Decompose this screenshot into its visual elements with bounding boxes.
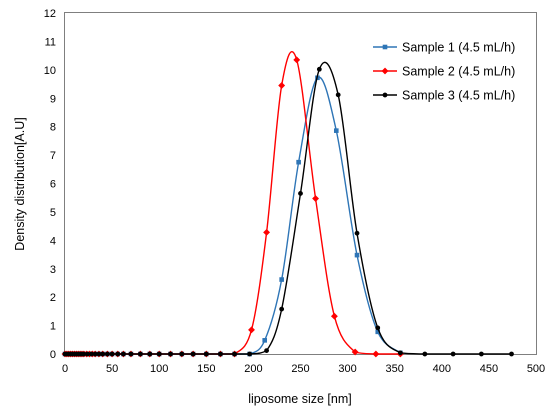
series-3-point bbox=[247, 351, 253, 357]
legend: Sample 1 (4.5 mL/h) Sample 2 (4.5 mL/h) Sa… bbox=[373, 41, 515, 103]
series-3-point bbox=[232, 351, 237, 357]
series-3-point bbox=[190, 351, 196, 357]
y-tick-label: 6 bbox=[50, 179, 56, 191]
series-2-point bbox=[278, 82, 286, 89]
series-3-point bbox=[179, 351, 185, 357]
y-tick-label: 0 bbox=[50, 349, 56, 361]
series-3-point bbox=[104, 351, 110, 357]
series-2-point bbox=[330, 312, 338, 320]
y-tick-label: 12 bbox=[44, 8, 56, 20]
series-1-point bbox=[354, 252, 360, 258]
x-tick-label: 500 bbox=[527, 363, 545, 375]
series-3-point bbox=[375, 325, 381, 331]
legend-item-2: Sample 2 (4.5 mL/h) bbox=[373, 65, 515, 79]
legend-item-3: Sample 3 (4.5 mL/h) bbox=[373, 89, 515, 103]
series-3-point bbox=[168, 351, 173, 357]
series-3-point bbox=[279, 306, 285, 312]
series-3-point bbox=[450, 351, 456, 357]
series-2-point bbox=[263, 228, 271, 236]
series-3-point bbox=[147, 351, 153, 357]
x-tick-label: 350 bbox=[386, 363, 404, 375]
series-3-point bbox=[509, 351, 514, 357]
x-tick-label: 300 bbox=[338, 363, 356, 375]
series-2-point bbox=[372, 350, 380, 358]
x-axis-title: liposome size [nm] bbox=[248, 392, 352, 406]
y-tick-label: 3 bbox=[50, 264, 56, 276]
legend-item-1: Sample 1 (4.5 mL/h) bbox=[373, 41, 515, 55]
series-3-point bbox=[137, 351, 143, 357]
series-3-point bbox=[264, 348, 269, 353]
x-tick-label: 150 bbox=[197, 363, 215, 375]
y-tick-label: 1 bbox=[50, 321, 56, 333]
series-3-point bbox=[156, 351, 162, 357]
y-axis-title: Density distribution[A.U] bbox=[13, 117, 27, 250]
y-tick-label: 5 bbox=[50, 207, 56, 219]
legend-label: Sample 3 (4.5 mL/h) bbox=[402, 89, 515, 103]
series-2-point bbox=[312, 195, 319, 202]
legend-label: Sample 1 (4.5 mL/h) bbox=[402, 41, 515, 55]
x-tick-label: 250 bbox=[291, 363, 309, 375]
series-2-point bbox=[351, 348, 359, 356]
x-tick-label: 0 bbox=[62, 363, 68, 375]
series-1-point bbox=[333, 128, 339, 133]
series-3-point bbox=[397, 350, 403, 356]
series-3-point bbox=[354, 230, 360, 236]
series-3-point bbox=[422, 351, 428, 357]
legend-swatch-marker bbox=[381, 67, 389, 75]
series-1-point bbox=[279, 277, 284, 282]
series-3-point bbox=[100, 351, 106, 357]
x-tick-label: 400 bbox=[433, 363, 451, 375]
series-3-point bbox=[128, 351, 134, 357]
legend-swatch-marker bbox=[382, 92, 388, 98]
series-3-point bbox=[218, 351, 223, 357]
series-3-point bbox=[121, 351, 126, 357]
series-3-point bbox=[478, 351, 484, 357]
series-3-point bbox=[335, 92, 341, 98]
series-2-point bbox=[293, 56, 301, 64]
series-3-point bbox=[316, 66, 322, 72]
series-3-point bbox=[203, 351, 209, 357]
y-tick-label: 2 bbox=[50, 292, 56, 304]
legend-label: Sample 2 (4.5 mL/h) bbox=[402, 65, 515, 79]
x-axis-ticks: 0 50 100 150 200 250 300 350 400 450 500 bbox=[62, 363, 545, 375]
x-tick-label: 50 bbox=[106, 363, 118, 375]
x-tick-label: 450 bbox=[480, 363, 498, 375]
y-tick-label: 10 bbox=[44, 65, 56, 77]
y-tick-label: 11 bbox=[45, 36, 56, 48]
y-tick-label: 8 bbox=[50, 122, 56, 134]
series-layer bbox=[61, 51, 514, 358]
y-tick-label: 7 bbox=[50, 150, 56, 162]
y-tick-label: 9 bbox=[50, 93, 56, 105]
series-1-point bbox=[296, 159, 301, 165]
x-tick-label: 100 bbox=[150, 363, 168, 375]
legend-swatch-marker bbox=[382, 44, 388, 50]
series-3-point bbox=[298, 191, 303, 196]
series-3-point bbox=[109, 351, 115, 357]
plot-area-border bbox=[64, 12, 537, 355]
series-1-point bbox=[262, 338, 268, 343]
y-tick-label: 4 bbox=[50, 235, 56, 247]
x-tick-label: 200 bbox=[244, 363, 262, 375]
series-2-point bbox=[248, 326, 255, 334]
series-3-point bbox=[115, 351, 121, 357]
series-3 bbox=[62, 61, 514, 357]
